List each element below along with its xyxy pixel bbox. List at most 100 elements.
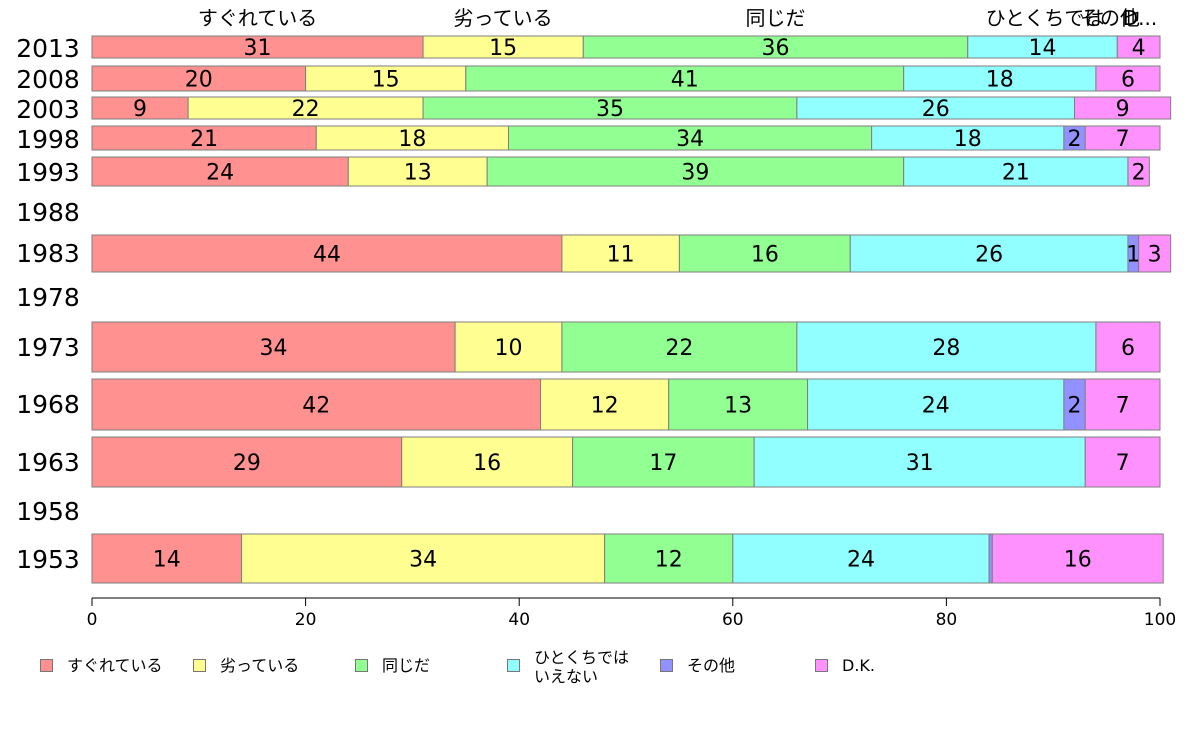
bar-1983-2	[678, 234, 851, 273]
legend-item-2: 同じだ	[355, 656, 430, 675]
x-tick-label-100: 100	[1144, 610, 1176, 630]
data-label-2003-2: 35	[596, 97, 624, 122]
data-label-1998-1: 18	[398, 127, 426, 152]
legend-swatch	[660, 659, 673, 672]
bar-2003-5	[1074, 96, 1172, 120]
data-label-1973-1: 10	[495, 336, 523, 361]
legend-label: 同じだ	[382, 656, 431, 675]
year-label-2013: 2013	[16, 34, 80, 63]
data-label-1963-0: 29	[233, 451, 261, 476]
year-label-1998: 1998	[16, 125, 80, 154]
top-label-0: すぐれている	[198, 6, 317, 30]
bar-1953-0	[91, 533, 243, 584]
data-label-1993-0: 24	[206, 161, 234, 186]
legend-item-0: すぐれている	[40, 656, 163, 675]
bar-1998-2	[508, 125, 873, 151]
data-label-2003-3: 26	[922, 97, 950, 122]
data-label-1993-3: 21	[1002, 161, 1030, 186]
bar-1963-3	[753, 436, 1086, 488]
data-label-2008-0: 20	[185, 68, 213, 93]
legend-item-5: D.K.	[815, 656, 875, 675]
bar-1968-1	[540, 378, 670, 431]
year-label-1958: 1958	[16, 497, 80, 526]
data-label-1963-2: 17	[649, 451, 677, 476]
year-label-1968: 1968	[16, 390, 80, 419]
legend-swatch	[193, 659, 206, 672]
legend-item-1: 劣っている	[193, 656, 299, 675]
legend-label: ひとくちでは いえない	[534, 648, 630, 686]
data-label-1973-3: 28	[932, 336, 960, 361]
data-label-2003-0: 9	[133, 97, 147, 122]
data-label-2003-1: 22	[292, 97, 320, 122]
legend-swatch	[40, 659, 53, 672]
data-label-2013-2: 36	[762, 36, 790, 61]
data-label-2003-5: 9	[1116, 97, 1130, 122]
data-label-2008-3: 18	[986, 68, 1014, 93]
legend-swatch	[355, 659, 368, 672]
legend-label: D.K.	[842, 656, 875, 675]
data-label-1968-5: 7	[1116, 394, 1130, 419]
bar-1973-2	[561, 321, 798, 373]
top-label-3: ひとくちでは	[986, 6, 1105, 30]
legend-item-4: その他	[660, 656, 735, 675]
data-label-1953-1: 34	[409, 548, 437, 573]
x-tick-label-0: 0	[87, 610, 98, 630]
x-tick-label-40: 40	[508, 610, 530, 630]
top-label-5: D...	[1123, 6, 1157, 30]
x-tick-label-20: 20	[295, 610, 317, 630]
data-label-2008-1: 15	[372, 68, 400, 93]
bar-1968-5	[1084, 378, 1161, 431]
data-label-2008-2: 41	[671, 68, 699, 93]
year-label-2003: 2003	[16, 95, 80, 124]
data-label-1983-2: 16	[751, 243, 779, 268]
bar-1953-2	[604, 533, 734, 584]
data-label-2013-0: 31	[244, 36, 272, 61]
bar-1998-1	[315, 125, 510, 151]
bar-1973-3	[796, 321, 1097, 373]
data-label-2013-5: 4	[1132, 36, 1146, 61]
data-label-1993-2: 39	[681, 161, 709, 186]
bar-1993-5	[1127, 156, 1150, 187]
data-label-1968-4: 2	[1068, 394, 1082, 419]
data-label-1963-1: 16	[473, 451, 501, 476]
data-label-1998-2: 34	[676, 127, 704, 152]
legend-item-3: ひとくちでは いえない	[507, 648, 629, 686]
data-label-1968-0: 42	[302, 394, 330, 419]
bar-1998-3	[871, 125, 1065, 151]
bar-1973-5	[1095, 321, 1161, 373]
year-label-2008: 2008	[16, 65, 80, 94]
bar-2008-3	[903, 65, 1097, 92]
legend-label: 劣っている	[220, 656, 300, 675]
data-label-1983-3: 26	[975, 243, 1003, 268]
bar-1993-1	[347, 156, 488, 187]
bar-1983-5	[1138, 234, 1172, 273]
data-label-1998-0: 21	[190, 127, 218, 152]
bar-1993-3	[903, 156, 1129, 187]
data-label-1983-1: 11	[607, 243, 635, 268]
bar-1973-0	[91, 321, 456, 373]
bar-1963-1	[401, 436, 574, 488]
bar-1983-1	[561, 234, 680, 273]
year-label-1978: 1978	[16, 283, 80, 312]
top-label-2: 同じだ	[746, 6, 806, 30]
x-tick-label-60: 60	[722, 610, 744, 630]
data-label-2013-1: 15	[489, 36, 517, 61]
data-label-1983-0: 44	[313, 243, 341, 268]
bar-1953-5	[991, 533, 1164, 584]
data-label-1953-5: 16	[1064, 548, 1092, 573]
bar-1998-0	[91, 125, 317, 151]
year-label-1953: 1953	[16, 545, 80, 574]
bar-2008-5	[1095, 65, 1161, 92]
legend-label: その他	[687, 656, 736, 675]
bar-2008-2	[465, 65, 905, 92]
year-label-1963: 1963	[16, 448, 80, 477]
bar-1973-1	[454, 321, 563, 373]
data-label-1998-4: 2	[1068, 127, 1082, 152]
data-label-1983-5: 3	[1148, 243, 1162, 268]
data-label-1973-2: 22	[665, 336, 693, 361]
bar-1993-2	[486, 156, 905, 187]
data-label-1993-1: 13	[404, 161, 432, 186]
legend-swatch	[507, 659, 520, 672]
